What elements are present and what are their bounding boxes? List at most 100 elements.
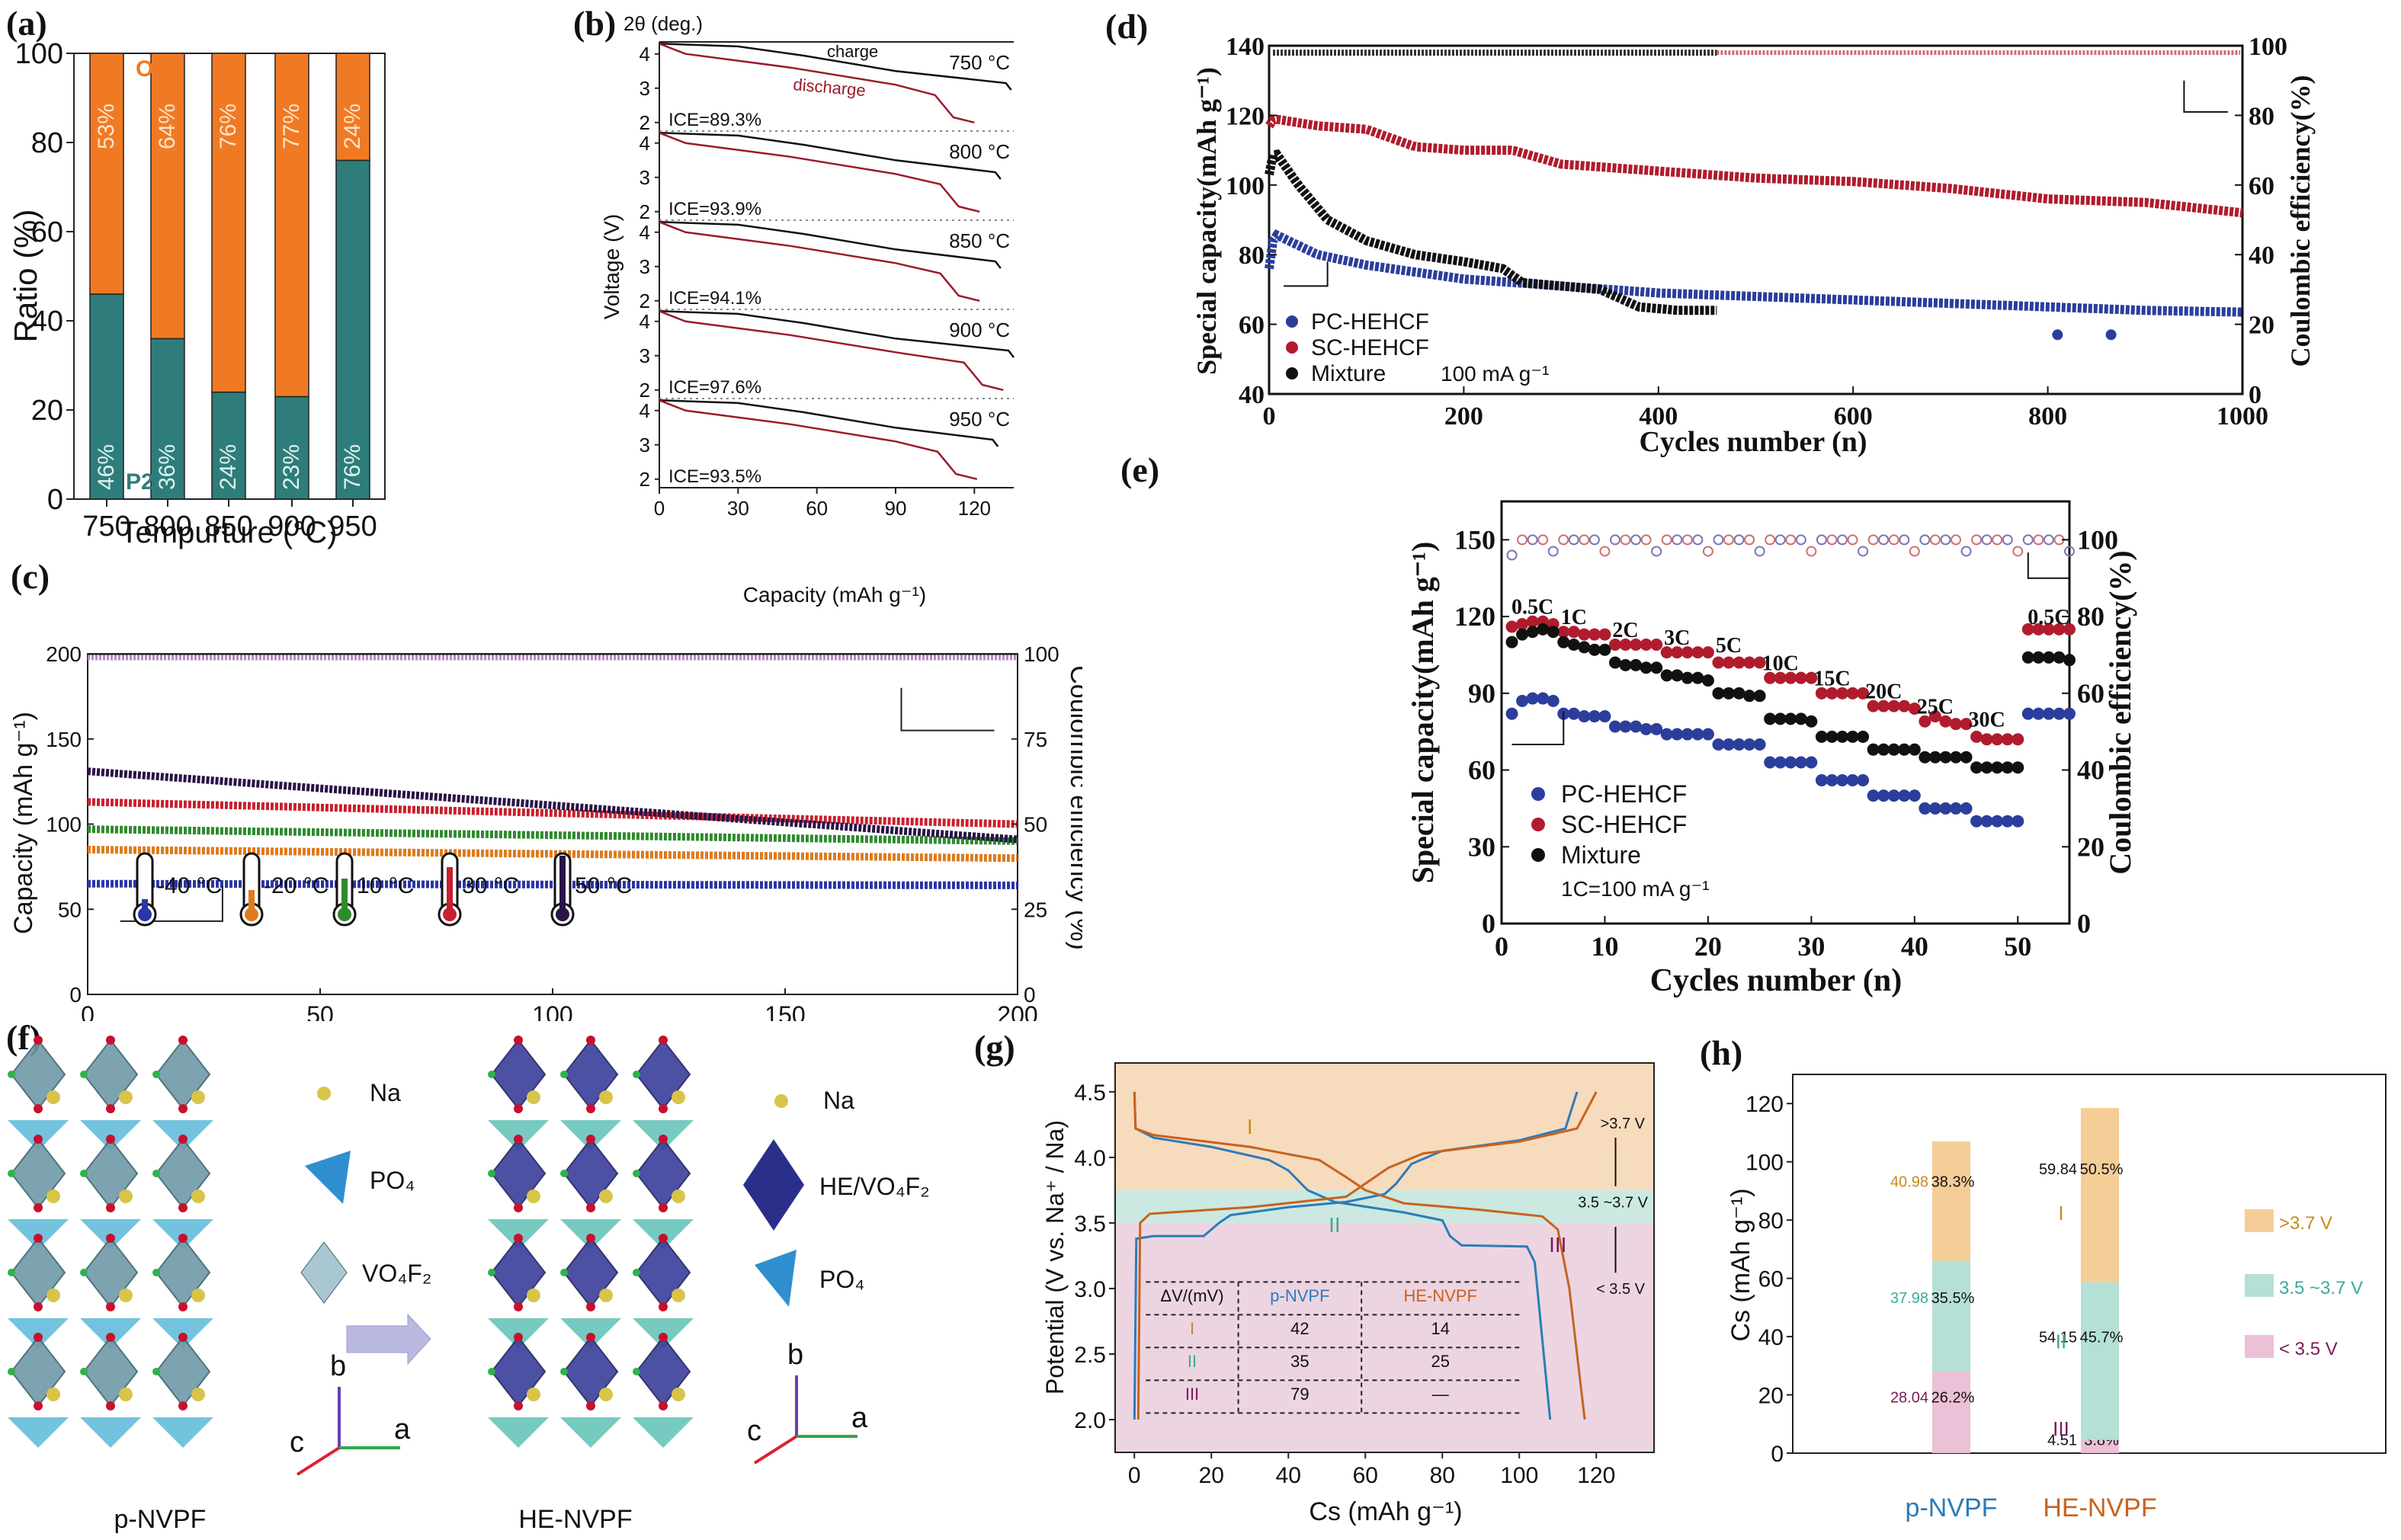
y-axis-title: Special capacity(mAh g⁻¹) bbox=[1191, 67, 1222, 375]
na-atom bbox=[672, 1388, 685, 1401]
data-point-Mixture bbox=[1723, 687, 1735, 700]
data-point-PC-HEHCF bbox=[1516, 694, 1529, 707]
o-atom bbox=[106, 1036, 115, 1045]
data-point-SC-HEHCF bbox=[1557, 626, 1570, 639]
y-tick-label: 3 bbox=[640, 344, 650, 367]
data-point-Mixture bbox=[1950, 751, 1962, 764]
ce-point bbox=[1981, 534, 1992, 546]
data-point-SC-HEHCF bbox=[1588, 628, 1601, 641]
ce-point bbox=[1867, 534, 1879, 546]
data-point-PC-HEHCF bbox=[1991, 815, 2004, 828]
f-atom bbox=[8, 1071, 15, 1078]
y-tick-label: 4 bbox=[640, 43, 650, 66]
x-tick-label: 20 bbox=[1694, 931, 1722, 962]
table-cell: 35 bbox=[1290, 1352, 1309, 1371]
y2-tick-label: 20 bbox=[2249, 312, 2274, 340]
legend-marker bbox=[1286, 367, 1298, 379]
data-point-SC-HEHCF bbox=[1846, 687, 1859, 700]
discharge-curve bbox=[659, 43, 975, 124]
o-atom bbox=[659, 1333, 668, 1342]
legend-label: >3.7 V bbox=[2279, 1213, 2332, 1234]
region-marker: II bbox=[1329, 1213, 1341, 1237]
f-atom bbox=[633, 1269, 640, 1276]
o-atom bbox=[178, 1104, 188, 1113]
na-atom bbox=[672, 1090, 685, 1104]
ce-point bbox=[1785, 534, 1797, 546]
o-atom bbox=[586, 1135, 595, 1144]
data-point-Mixture bbox=[1660, 669, 1673, 682]
y-tick-label: 20 bbox=[31, 395, 63, 427]
data-point-PC-HEHCF bbox=[1950, 802, 1962, 815]
legend-swatch bbox=[2245, 1335, 2274, 1358]
bar-label-o3: 24% bbox=[340, 104, 365, 149]
data-point-SC-HEHCF bbox=[2001, 733, 2014, 746]
data-point-PC-HEHCF bbox=[1784, 756, 1797, 769]
temperature-label: 950 °C bbox=[949, 408, 1010, 431]
y-tick-label: 4.5 bbox=[1074, 1081, 1106, 1106]
data-point-PC-HEHCF bbox=[1505, 707, 1518, 720]
rate-label: 20C bbox=[1865, 680, 1902, 704]
y-tick-label: 30 bbox=[1468, 831, 1495, 862]
y-tick-label: 150 bbox=[1454, 524, 1495, 555]
ice-label: ICE=97.6% bbox=[668, 377, 761, 398]
ce-point bbox=[1610, 534, 1620, 546]
f-atom bbox=[633, 1170, 640, 1177]
data-point-Mixture bbox=[1701, 674, 1714, 687]
na-atom bbox=[599, 1189, 613, 1203]
na-atom bbox=[191, 1189, 205, 1203]
rate-label: 15C bbox=[1813, 668, 1850, 691]
na-atom bbox=[527, 1189, 540, 1203]
y-tick-label: 2 bbox=[640, 379, 650, 402]
data-point-Mixture bbox=[1908, 743, 1921, 756]
data-point-Mixture bbox=[1991, 761, 2004, 774]
y-tick-label: 4 bbox=[640, 399, 650, 422]
data-point-Mixture bbox=[1877, 743, 1890, 756]
y2-axis-title: Coulombic efficiency (%) bbox=[1065, 665, 1082, 950]
axis-label-c: c bbox=[747, 1415, 761, 1447]
series-SC-HEHCF bbox=[1265, 114, 2243, 218]
bar-o3-750 bbox=[89, 53, 124, 295]
y-tick-label: 2.5 bbox=[1074, 1343, 1106, 1368]
ce-point bbox=[1599, 546, 1611, 557]
bar-p2-950 bbox=[335, 159, 370, 500]
data-point-PC-HEHCF bbox=[1794, 756, 1807, 769]
data-point-SC-HEHCF bbox=[1805, 671, 1818, 684]
o-atom bbox=[514, 1104, 523, 1113]
ice-label: ICE=89.3% bbox=[668, 110, 761, 130]
data-point-PC-HEHCF bbox=[1836, 773, 1848, 786]
thermometer-icon bbox=[550, 852, 575, 927]
bar-segment-p-NVPF bbox=[1932, 1141, 1970, 1261]
chart-e: 0.5C 1C 2C 3C 5C 10C 15C 20C 25C 30C 0.5C 0 10 20 30 40… bbox=[1406, 500, 2137, 998]
data-point-SC-HEHCF bbox=[1919, 715, 1931, 728]
legend-label: PO₄ bbox=[370, 1167, 415, 1194]
bar-p2-900 bbox=[274, 395, 309, 500]
ce-point bbox=[2043, 534, 2054, 546]
x-axis-title: Tempurture (°C) bbox=[120, 516, 338, 549]
bar-label-o3: 64% bbox=[155, 104, 180, 149]
ce-point bbox=[1837, 534, 1848, 546]
x-axis-title: Cycles number (n) bbox=[1650, 963, 1903, 998]
structure-name-left: p-NVPF bbox=[114, 1505, 207, 1534]
data-point-SC-HEHCF bbox=[1764, 671, 1777, 684]
data-point-SC-HEHCF bbox=[2012, 733, 2024, 746]
data-point-PC-HEHCF bbox=[1681, 728, 1694, 741]
charge-curve bbox=[659, 310, 1015, 358]
data-point-SC-HEHCF bbox=[1960, 718, 1973, 731]
data-point-SC-HEHCF bbox=[1743, 656, 1756, 669]
plot-frame bbox=[1268, 44, 2244, 395]
o-atom bbox=[659, 1104, 668, 1113]
o-atom bbox=[34, 1203, 43, 1212]
ce-point bbox=[2064, 546, 2075, 557]
y-tick-label: 3 bbox=[640, 166, 650, 189]
f-atom bbox=[560, 1071, 568, 1078]
panel-label-c: (c) bbox=[11, 557, 50, 596]
data-point-Mixture bbox=[1898, 743, 1911, 756]
table-cell: 79 bbox=[1290, 1385, 1309, 1404]
p-NVPF-discharge-curve bbox=[1133, 1091, 1552, 1420]
data-point-PC-HEHCF bbox=[1578, 710, 1591, 723]
temperature-legend-label: -20 °C bbox=[264, 873, 329, 898]
data-point-SC-HEHCF bbox=[1712, 656, 1725, 669]
o-atom bbox=[34, 1302, 43, 1311]
ce-point bbox=[1960, 546, 1972, 557]
data-point-Mixture bbox=[1846, 730, 1859, 743]
